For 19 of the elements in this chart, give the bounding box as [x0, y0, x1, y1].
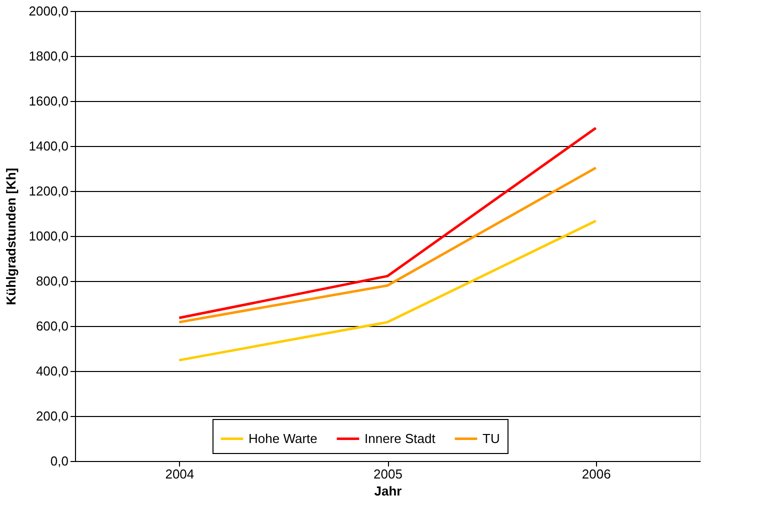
- x-tick-label: 2006: [582, 466, 611, 482]
- x-axis-title: Jahr: [374, 484, 402, 498]
- legend-label: Hohe Warte: [248, 430, 318, 446]
- x-tick-label: 2004: [165, 466, 194, 482]
- y-axis-title: Kühlgradstunden [Kh]: [4, 168, 19, 306]
- y-tick-label: 1600,0: [28, 94, 68, 108]
- x-tick-label: 2005: [374, 466, 402, 482]
- y-tick-label: 1800,0: [28, 48, 68, 64]
- y-tick-label: 0,0: [50, 454, 68, 468]
- legend-label: Innere Stadt: [364, 430, 436, 446]
- y-tick-label: 1000,0: [28, 228, 68, 244]
- y-tick-label: 400,0: [36, 364, 68, 378]
- y-tick-label: 2000,0: [28, 4, 68, 18]
- y-tick-label: 1200,0: [28, 184, 68, 198]
- y-tick-label: 800,0: [36, 274, 68, 288]
- y-tick-label: 600,0: [36, 318, 68, 334]
- legend-label: TU: [482, 430, 500, 446]
- y-tick-label: 200,0: [36, 408, 68, 424]
- y-tick-label: 1400,0: [28, 138, 68, 154]
